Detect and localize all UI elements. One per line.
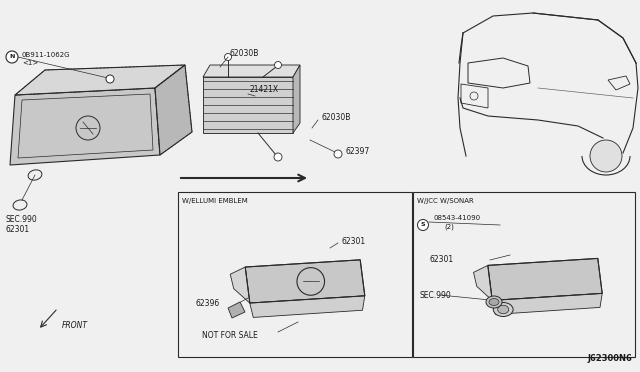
Text: SEC.990: SEC.990 (420, 291, 452, 299)
Text: J62300N6: J62300N6 (587, 354, 632, 363)
Polygon shape (230, 267, 250, 303)
Polygon shape (250, 296, 365, 317)
Polygon shape (228, 302, 245, 318)
Circle shape (275, 61, 282, 68)
Ellipse shape (489, 298, 499, 305)
Bar (413, 192, 635, 357)
Text: 62301: 62301 (430, 256, 454, 264)
Text: <1>: <1> (22, 60, 38, 66)
Text: W/ELLUMI EMBLEM: W/ELLUMI EMBLEM (182, 198, 248, 204)
Text: 62397: 62397 (345, 148, 369, 157)
Text: 62396: 62396 (196, 298, 220, 308)
Circle shape (106, 75, 114, 83)
Text: FRONT: FRONT (62, 321, 88, 330)
Text: S: S (420, 222, 426, 228)
Ellipse shape (486, 296, 502, 308)
Text: 08543-41090: 08543-41090 (433, 215, 480, 221)
Ellipse shape (498, 305, 509, 314)
Polygon shape (15, 65, 185, 95)
Text: 62030B: 62030B (230, 49, 259, 58)
Polygon shape (492, 294, 602, 314)
Ellipse shape (493, 302, 513, 317)
Text: 62030B: 62030B (322, 113, 351, 122)
Text: 62301: 62301 (5, 225, 29, 234)
Text: SEC.990: SEC.990 (5, 215, 36, 224)
Text: W/JCC W/SONAR: W/JCC W/SONAR (417, 198, 474, 204)
Polygon shape (488, 259, 602, 301)
Polygon shape (245, 260, 365, 303)
Bar (178, 192, 412, 357)
Polygon shape (293, 65, 300, 133)
Circle shape (590, 140, 622, 172)
Polygon shape (155, 65, 192, 155)
Text: 0B911-1062G: 0B911-1062G (22, 52, 70, 58)
Text: (2): (2) (444, 224, 454, 230)
Circle shape (225, 54, 232, 61)
Circle shape (417, 219, 429, 231)
Text: 21421X: 21421X (250, 86, 279, 94)
Text: N: N (10, 55, 15, 60)
Circle shape (6, 51, 18, 63)
Polygon shape (203, 77, 293, 133)
Polygon shape (203, 65, 300, 77)
Circle shape (334, 150, 342, 158)
Polygon shape (474, 265, 492, 301)
Polygon shape (10, 88, 160, 165)
Circle shape (274, 153, 282, 161)
Text: 62301: 62301 (342, 237, 366, 247)
Text: NOT FOR SALE: NOT FOR SALE (202, 330, 258, 340)
